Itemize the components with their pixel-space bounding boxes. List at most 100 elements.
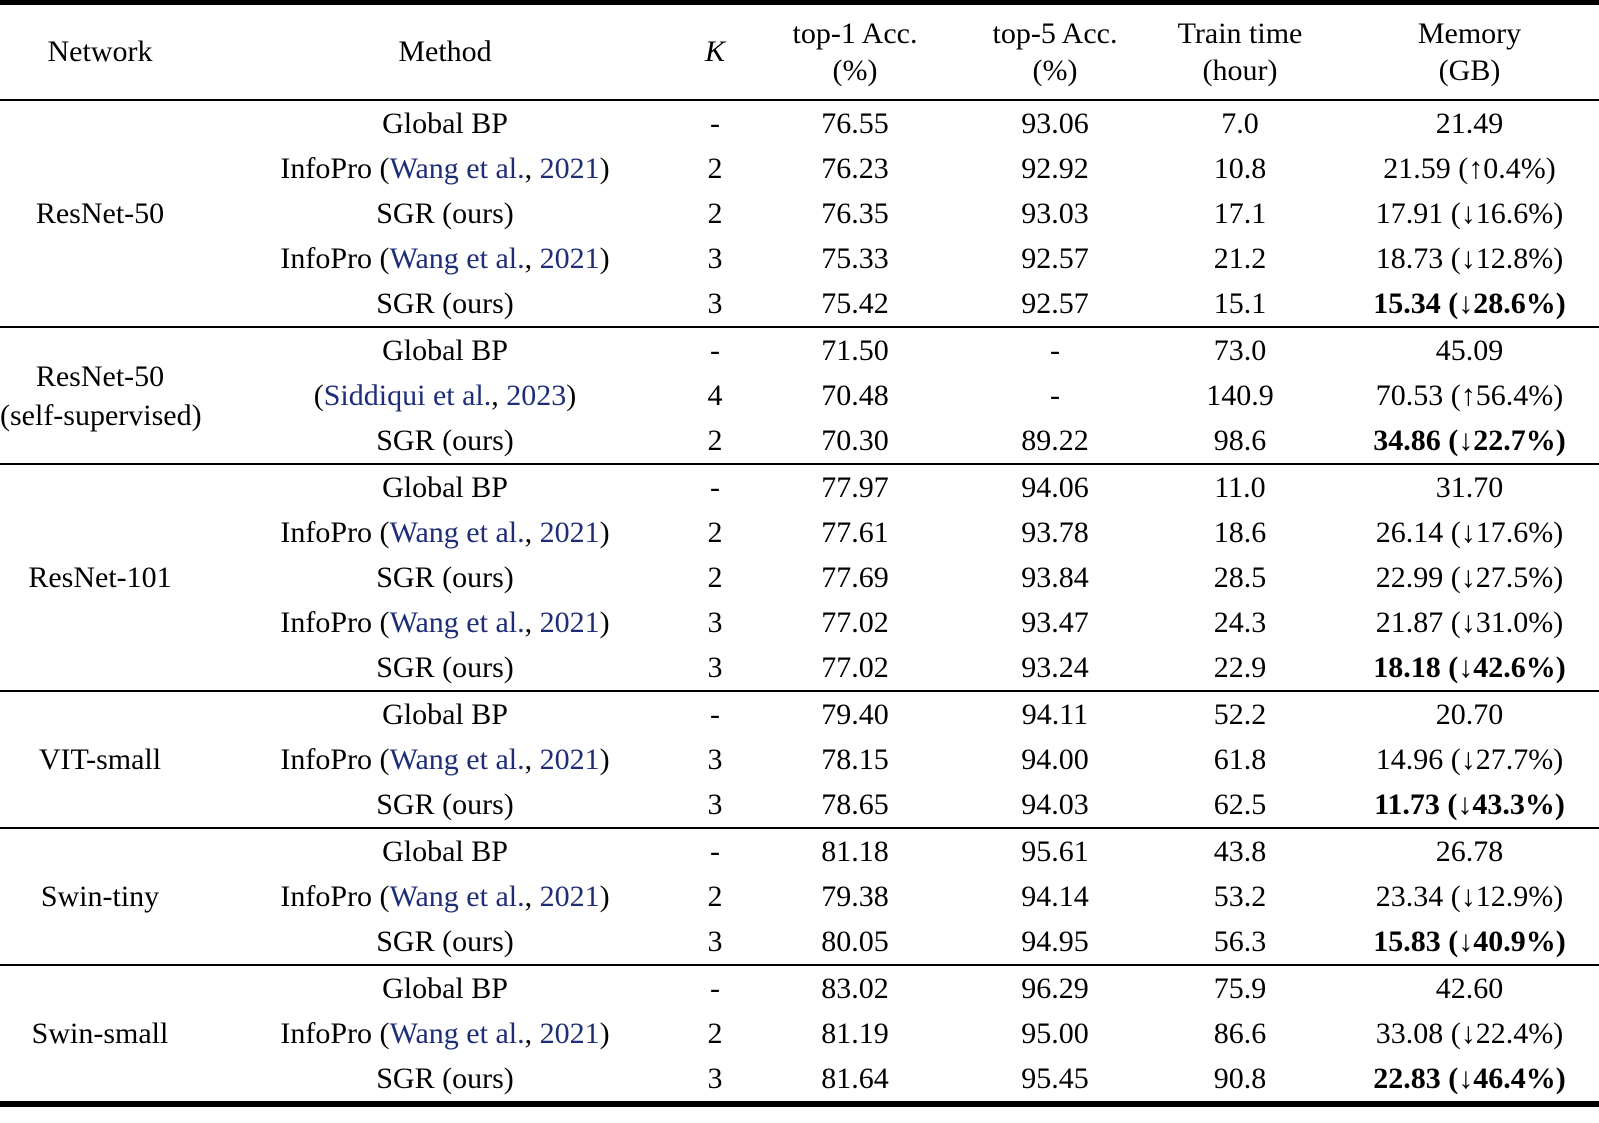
column-header-train-line2: (hour)	[1202, 54, 1278, 87]
k-cell: -	[710, 470, 720, 504]
citation-link[interactable]: Wang et al.	[389, 515, 525, 549]
top5-acc-cell: 93.78	[1021, 515, 1089, 549]
top5-acc-cell: 96.29	[1021, 971, 1089, 1005]
table-row: SGR (ours) 3 78.65 94.03 62.5 11.73 (↓43.3%)	[0, 782, 1599, 828]
table-row: VIT-small Global BP - 79.40 94.11 52.2 20.70	[0, 691, 1599, 777]
memory-cell: 33.08 (↓22.4%)	[1375, 1016, 1564, 1050]
citation-link[interactable]: Wang et al.	[389, 879, 525, 913]
train-time-cell: 21.2	[1213, 241, 1267, 275]
method-text: SGR (ours)	[376, 924, 514, 958]
method-text: Global BP	[382, 106, 508, 140]
method-text: )	[599, 879, 610, 913]
method-cell: InfoPro (Wang et al., 2021)	[200, 236, 690, 281]
network-cell: ResNet-50 (self-supervised)	[0, 327, 202, 464]
method-text: SGR (ours)	[376, 650, 514, 684]
table-row: Swin-small Global BP - 83.02 96.29 75.9 42.60	[0, 965, 1599, 1051]
method-text: )	[566, 378, 577, 412]
citation-link[interactable]: Wang et al.	[389, 742, 525, 776]
table-row: InfoPro (Wang et al., 2021) 2 76.23 92.92 10…	[0, 146, 1599, 191]
table-header: Network Method K top-1 Acc. (%) top-5 Ac…	[0, 3, 1599, 101]
method-cell: Global BP	[200, 691, 690, 737]
citation-link[interactable]: Wang et al.	[389, 1016, 525, 1050]
memory-cell: 18.18 (↓42.6%)	[1373, 650, 1566, 684]
train-time-cell: 86.6	[1213, 1016, 1267, 1050]
method-text: )	[599, 151, 610, 185]
method-cell: InfoPro (Wang et al., 2021)	[200, 146, 690, 191]
k-cell: -	[710, 697, 720, 731]
citation-link[interactable]: Siddiqui et al.	[323, 378, 492, 412]
top5-acc-cell: 94.03	[1021, 787, 1089, 821]
header-row: Network Method K top-1 Acc. (%) top-5 Ac…	[0, 3, 1599, 101]
memory-cell: 11.73 (↓43.3%)	[1374, 787, 1565, 821]
network-name: ResNet-50	[35, 359, 165, 393]
k-cell: 3	[707, 787, 723, 821]
method-cell: Global BP	[200, 828, 690, 874]
memory-cell: 15.83 (↓40.9%)	[1373, 924, 1566, 958]
k-cell: -	[710, 971, 720, 1005]
table-row: InfoPro (Wang et al., 2021) 2 81.19 95.00 86…	[0, 1011, 1599, 1056]
table-row: ResNet-50 (self-supervised) Global BP - 71.5…	[0, 327, 1599, 432]
table-row: SGR (ours) 2 77.69 93.84 28.5 22.99 (↓27.5%)	[0, 555, 1599, 600]
top5-acc-cell: 95.00	[1021, 1016, 1089, 1050]
method-text: )	[599, 742, 610, 776]
method-text: SGR (ours)	[376, 787, 514, 821]
top5-acc-cell: 93.84	[1021, 560, 1089, 594]
table-row: SGR (ours) 3 75.42 92.57 15.1 15.34 (↓28.6%)	[0, 281, 1599, 327]
column-header-k: K	[690, 3, 740, 101]
method-text: )	[599, 241, 610, 275]
table-row: SGR (ours) 3 77.02 93.24 22.9 18.18 (↓42.6%)	[0, 645, 1599, 691]
column-header-top1-line2: (%)	[832, 54, 878, 87]
citation-link[interactable]: 2021	[539, 151, 600, 185]
k-cell: 3	[707, 1061, 723, 1095]
citation-link[interactable]: 2021	[539, 742, 600, 776]
top1-acc-cell: 77.97	[821, 470, 889, 504]
method-text: InfoPro (	[280, 1016, 390, 1050]
memory-cell: 34.86 (↓22.7%)	[1373, 423, 1566, 457]
top5-acc-cell: 95.45	[1021, 1061, 1089, 1095]
citation-link[interactable]: Wang et al.	[389, 605, 525, 639]
network-cell: Swin-tiny	[0, 828, 200, 965]
network-name: VIT-small	[38, 743, 162, 776]
k-cell: 2	[707, 879, 723, 913]
k-cell: 3	[707, 605, 723, 639]
method-text: InfoPro (	[280, 241, 390, 275]
k-cell: 2	[707, 196, 723, 230]
method-text: InfoPro (	[280, 515, 390, 549]
k-cell: 2	[707, 423, 723, 457]
citation-link[interactable]: 2023	[506, 378, 567, 412]
citation-link[interactable]: 2021	[539, 241, 600, 275]
train-time-cell: 52.2	[1213, 697, 1267, 731]
top1-acc-cell: 80.05	[821, 924, 889, 958]
top1-acc-cell: 70.48	[821, 378, 889, 412]
citation-link[interactable]: 2021	[539, 515, 600, 549]
top1-acc-cell: 81.64	[821, 1061, 889, 1095]
table-row: InfoPro (Wang et al., 2021) 3 78.15 94.00 61…	[0, 737, 1599, 782]
citation-link[interactable]: 2021	[539, 605, 600, 639]
top5-acc-cell: 92.57	[1021, 241, 1089, 275]
train-time-cell: 22.9	[1213, 650, 1267, 684]
memory-cell: 31.70	[1435, 470, 1504, 504]
top5-acc-cell: 93.24	[1021, 650, 1089, 684]
table-row: InfoPro (Wang et al., 2021) 2 79.38 94.14 53…	[0, 874, 1599, 919]
citation-link[interactable]: Wang et al.	[389, 241, 525, 275]
train-time-cell: 75.9	[1213, 971, 1267, 1005]
top5-acc-cell: 94.00	[1021, 742, 1089, 776]
citation-link[interactable]: 2021	[539, 879, 600, 913]
column-header-memory: Memory (GB)	[1340, 3, 1599, 101]
column-header-train-line1: Train time	[1177, 16, 1303, 50]
network-name: Swin-small	[31, 1017, 169, 1050]
method-text: )	[599, 605, 610, 639]
top1-acc-cell: 70.30	[821, 423, 889, 457]
network-group: ResNet-101 Global BP - 77.97 94.06 11.0 31.70 I…	[0, 464, 1599, 691]
memory-cell: 22.99 (↓27.5%)	[1375, 560, 1564, 594]
method-cell: Global BP	[200, 327, 690, 373]
network-name: Swin-tiny	[40, 880, 160, 913]
column-header-top5-line2: (%)	[1032, 54, 1078, 87]
top5-acc-cell: -	[1050, 333, 1060, 367]
method-text: ,	[524, 241, 540, 275]
table-row: (Siddiqui et al., 2023) 4 70.48 - 140.9 70.53…	[0, 373, 1599, 418]
citation-link[interactable]: 2021	[539, 1016, 600, 1050]
network-name: ResNet-101	[28, 561, 172, 594]
citation-link[interactable]: Wang et al.	[389, 151, 525, 185]
column-header-top5: top-5 Acc. (%)	[970, 3, 1140, 101]
